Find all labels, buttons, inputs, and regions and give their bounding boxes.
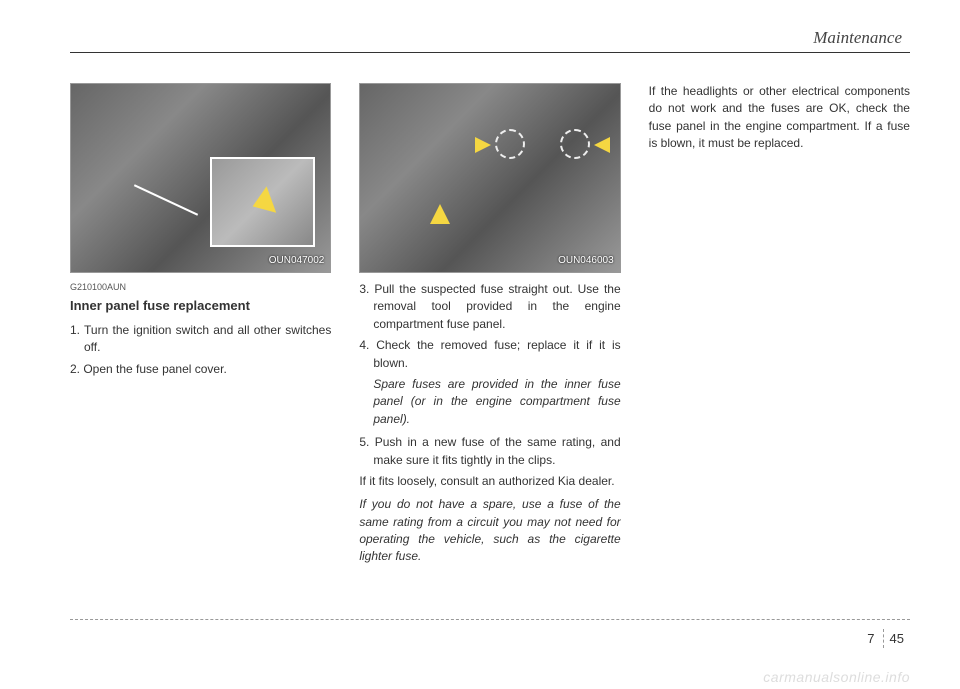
page-number-section: 7	[861, 629, 880, 648]
subheading: Inner panel fuse replacement	[70, 297, 331, 316]
figure-1: OUN047002	[70, 83, 331, 273]
column-1: OUN047002 G210100AUN Inner panel fuse re…	[70, 83, 331, 572]
arrow-right-icon	[475, 137, 491, 153]
step-4-note: Spare fuses are provided in the inner fu…	[359, 376, 620, 428]
arrow-left-icon	[594, 137, 610, 153]
arrow-icon	[248, 186, 276, 219]
page-header: Maintenance	[70, 28, 910, 53]
arrow-up-icon	[430, 204, 450, 224]
figure-2: OUN046003	[359, 83, 620, 273]
column-3: If the headlights or other electrical co…	[649, 83, 910, 572]
header-rule	[70, 52, 910, 53]
step-2: 2. Open the fuse panel cover.	[70, 361, 331, 378]
highlight-circle-icon	[560, 129, 590, 159]
figure-2-caption: OUN046003	[558, 254, 614, 269]
reference-code: G210100AUN	[70, 281, 331, 294]
content-columns: OUN047002 G210100AUN Inner panel fuse re…	[70, 83, 910, 572]
step-1: 1. Turn the ignition switch and all othe…	[70, 322, 331, 357]
watermark: carmanualsonline.info	[763, 669, 910, 685]
section-title: Maintenance	[70, 28, 910, 52]
column-2: OUN046003 3. Pull the suspected fuse str…	[359, 83, 620, 572]
figure-1-inset	[210, 157, 315, 247]
page-container: Maintenance OUN047002 G210100AUN Inner p…	[0, 0, 960, 689]
highlight-circle-icon	[495, 129, 525, 159]
page-numbers: 7 45	[861, 629, 910, 648]
step-5: 5. Push in a new fuse of the same rating…	[359, 434, 620, 469]
page-footer: 7 45	[0, 619, 960, 669]
pointer-line	[134, 184, 198, 215]
step-4: 4. Check the removed fuse; replace it if…	[359, 337, 620, 372]
footer-rule	[70, 619, 910, 620]
paragraph-italic: If you do not have a spare, use a fuse o…	[359, 496, 620, 566]
page-number-page: 45	[883, 629, 910, 648]
figure-1-caption: OUN047002	[269, 254, 325, 269]
step-3: 3. Pull the suspected fuse straight out.…	[359, 281, 620, 333]
paragraph: If it fits loosely, consult an authorize…	[359, 473, 620, 490]
paragraph: If the headlights or other electrical co…	[649, 83, 910, 153]
